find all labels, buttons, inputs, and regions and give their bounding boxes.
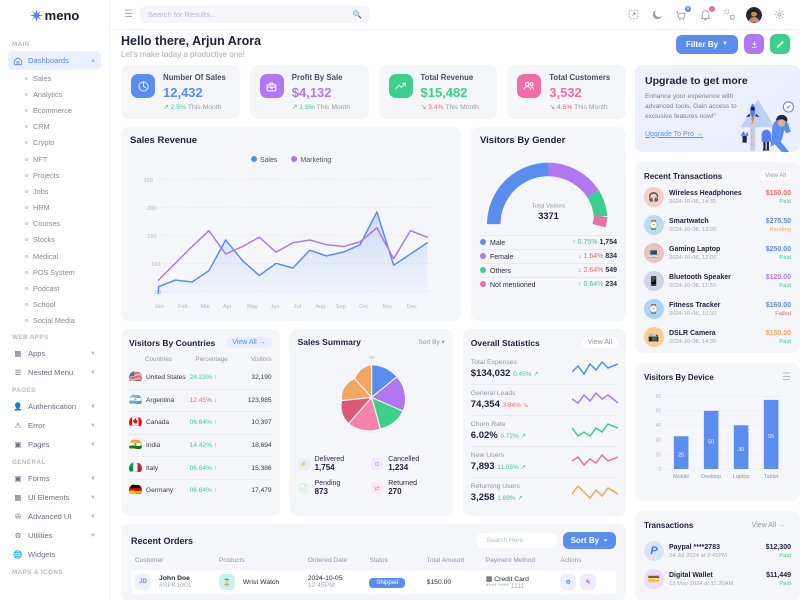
svg-text:Feb: Feb	[178, 304, 188, 310]
svg-text:25: 25	[678, 452, 684, 458]
svg-text:150: 150	[147, 234, 156, 240]
svg-text:Aug: Aug	[315, 304, 325, 310]
svg-text:200: 200	[147, 206, 156, 212]
svg-text:30: 30	[656, 438, 662, 444]
svg-text:100: 100	[151, 262, 160, 268]
svg-text:Jul: Jul	[294, 304, 301, 310]
svg-text:20: 20	[369, 355, 374, 360]
svg-text:Desktop: Desktop	[701, 474, 721, 480]
svg-text:Mar: Mar	[200, 304, 210, 310]
svg-text:Dec: Dec	[407, 304, 417, 310]
svg-text:50: 50	[656, 409, 662, 415]
svg-text:Apr: Apr	[223, 304, 232, 310]
svg-text:Jan: Jan	[155, 304, 164, 310]
svg-text:Laptop: Laptop	[733, 474, 750, 480]
svg-text:Tablet: Tablet	[764, 474, 779, 480]
svg-text:Mobile: Mobile	[673, 474, 689, 480]
svg-text:Total Visitors: Total Visitors	[532, 203, 565, 209]
svg-text:30: 30	[738, 447, 744, 453]
svg-text:20: 20	[656, 452, 662, 458]
svg-text:Sep: Sep	[336, 304, 346, 310]
svg-text:250: 250	[144, 178, 153, 184]
svg-text:Oct: Oct	[359, 304, 368, 310]
svg-text:40: 40	[656, 423, 662, 429]
svg-text:0: 0	[658, 467, 661, 473]
svg-text:50: 50	[708, 440, 714, 446]
svg-text:Jun: Jun	[270, 304, 279, 310]
svg-text:60: 60	[656, 394, 662, 400]
svg-text:3371: 3371	[538, 211, 559, 221]
svg-text:55: 55	[768, 434, 774, 440]
svg-text:Nov: Nov	[382, 304, 392, 310]
svg-text:May: May	[247, 304, 258, 310]
